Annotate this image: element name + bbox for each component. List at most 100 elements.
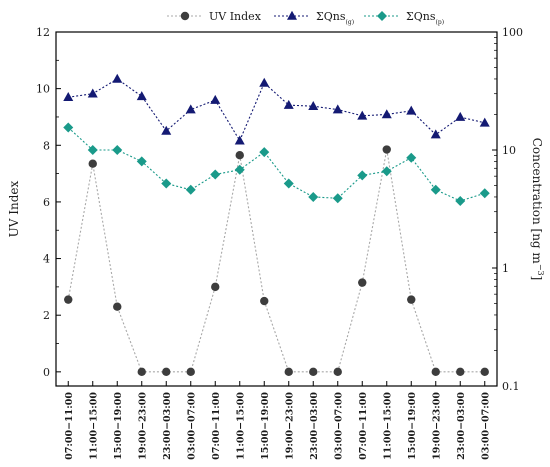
- left-tick-label: 6: [43, 196, 50, 209]
- x-tick-label: 19:00−23:00: [284, 392, 295, 460]
- series-0-point: [186, 367, 195, 377]
- legend-marker: [287, 10, 297, 20]
- series-2-point: [357, 170, 368, 181]
- series-2-point: [161, 178, 172, 189]
- series-line-0: [67, 149, 485, 373]
- series-1-point: [161, 125, 172, 135]
- series-line-1: [68, 78, 485, 142]
- right-axis-title: Concentration [ng m−3]: [530, 138, 545, 281]
- x-tick-label: 19:00−23:00: [431, 392, 442, 460]
- series-1-point: [234, 135, 245, 145]
- series-2-point: [87, 145, 98, 155]
- series-1-point: [430, 129, 441, 139]
- series-1-point: [406, 105, 417, 115]
- left-axis-title: UV Index: [7, 180, 21, 237]
- series-1-point: [185, 104, 196, 114]
- x-tick-label: 07:00−11:00: [211, 392, 222, 460]
- right-tick-label: 100: [502, 26, 523, 39]
- series-1-point: [87, 88, 98, 98]
- x-tick-label: 11:00−15:00: [382, 392, 393, 460]
- legend-label: ΣQns(g): [316, 10, 354, 26]
- legend: UV Index ΣQns(g) ΣQns(p): [167, 10, 444, 26]
- x-tick-label: 23:00−03:00: [456, 392, 467, 460]
- series-0-point: [456, 367, 465, 377]
- series-0-point: [88, 159, 97, 168]
- right-axis-title-end: ]: [530, 276, 544, 281]
- legend-label-sub: (p): [436, 19, 445, 26]
- x-tick-label: 03:00−07:00: [186, 392, 197, 460]
- series-0-point: [113, 302, 122, 311]
- left-tick-label: 2: [43, 309, 50, 322]
- series-1-point: [112, 73, 123, 83]
- x-tick-label: 19:00−23:00: [137, 392, 148, 460]
- series-1-point: [332, 104, 343, 114]
- series-line-2: [67, 127, 485, 202]
- series-0-point: [358, 278, 367, 287]
- series-0-point: [333, 367, 342, 377]
- legend-marker: [377, 11, 387, 21]
- left-tick-label: 0: [43, 366, 50, 379]
- right-tick-label: 0.1: [502, 380, 520, 393]
- series-2-point: [308, 191, 319, 202]
- series-1-point: [455, 111, 466, 121]
- x-tick-label: 15:00−19:00: [407, 392, 418, 460]
- right-tick-label: 10: [502, 144, 516, 157]
- x-tick-label: 23:00−03:00: [309, 392, 320, 460]
- series-2-point: [430, 184, 441, 195]
- axes: 0 2 4 6 8 10 12 0.1 1 10 100 07:00−11:00 11:00−15:00…: [7, 26, 545, 460]
- series-2-point: [332, 193, 343, 204]
- right-axis-title-main: Concentration [ng m: [530, 138, 544, 265]
- series-0-point: [284, 367, 293, 377]
- legend-marker: [180, 11, 190, 21]
- series-2-point: [185, 184, 196, 195]
- x-tick-label: 11:00−15:00: [88, 392, 99, 460]
- left-tick-label: 8: [43, 139, 50, 152]
- x-tick-label: 07:00−11:00: [64, 392, 75, 460]
- series-1-point: [210, 94, 221, 104]
- series-1-point: [479, 117, 490, 127]
- series-0-point: [64, 295, 73, 304]
- series-1-point: [381, 109, 392, 119]
- series-1-point: [259, 77, 270, 87]
- series-0-point: [407, 295, 416, 304]
- legend-label-sub: (g): [346, 19, 355, 26]
- legend-label-main: ΣQns: [316, 10, 346, 23]
- x-tick-label: 15:00−19:00: [260, 392, 271, 460]
- x-tick-label: 15:00−19:00: [113, 392, 124, 460]
- series-1-point: [308, 101, 319, 111]
- series-0-point: [309, 367, 318, 377]
- series-2-point: [259, 147, 270, 158]
- series-2-point: [455, 195, 466, 206]
- series-1-point: [357, 110, 368, 120]
- x-tick-label: 03:00−07:00: [480, 392, 491, 460]
- series-1-point: [283, 99, 294, 109]
- series-2-point: [210, 169, 221, 180]
- series-2-point: [283, 178, 294, 189]
- series-0-point: [137, 367, 146, 377]
- x-tick-label: 23:00−03:00: [162, 392, 173, 460]
- series-2-point: [112, 145, 123, 155]
- series-layer: [63, 73, 490, 377]
- left-tick-label: 4: [43, 253, 50, 266]
- left-tick-label: 10: [36, 83, 50, 96]
- x-tick-label: 11:00−15:00: [235, 392, 246, 460]
- x-tick-label: 03:00−07:00: [333, 392, 344, 460]
- series-0-point: [480, 367, 489, 377]
- series-2-point: [381, 166, 392, 177]
- plot-frame: [55, 31, 498, 387]
- series-0-point: [431, 367, 440, 377]
- series-0-point: [211, 282, 220, 292]
- series-1-point: [136, 91, 147, 101]
- legend-label: ΣQns(p): [406, 10, 444, 26]
- series-2-point: [234, 164, 245, 175]
- right-tick-label: 1: [502, 262, 509, 275]
- series-2-point: [136, 156, 147, 167]
- series-0-point: [382, 145, 391, 154]
- series-2-point: [479, 188, 490, 199]
- series-1-point: [63, 92, 74, 102]
- series-0-point: [235, 150, 244, 160]
- plot-area: [55, 31, 498, 387]
- legend-label: UV Index: [209, 10, 262, 23]
- legend-label-main: ΣQns: [406, 10, 436, 23]
